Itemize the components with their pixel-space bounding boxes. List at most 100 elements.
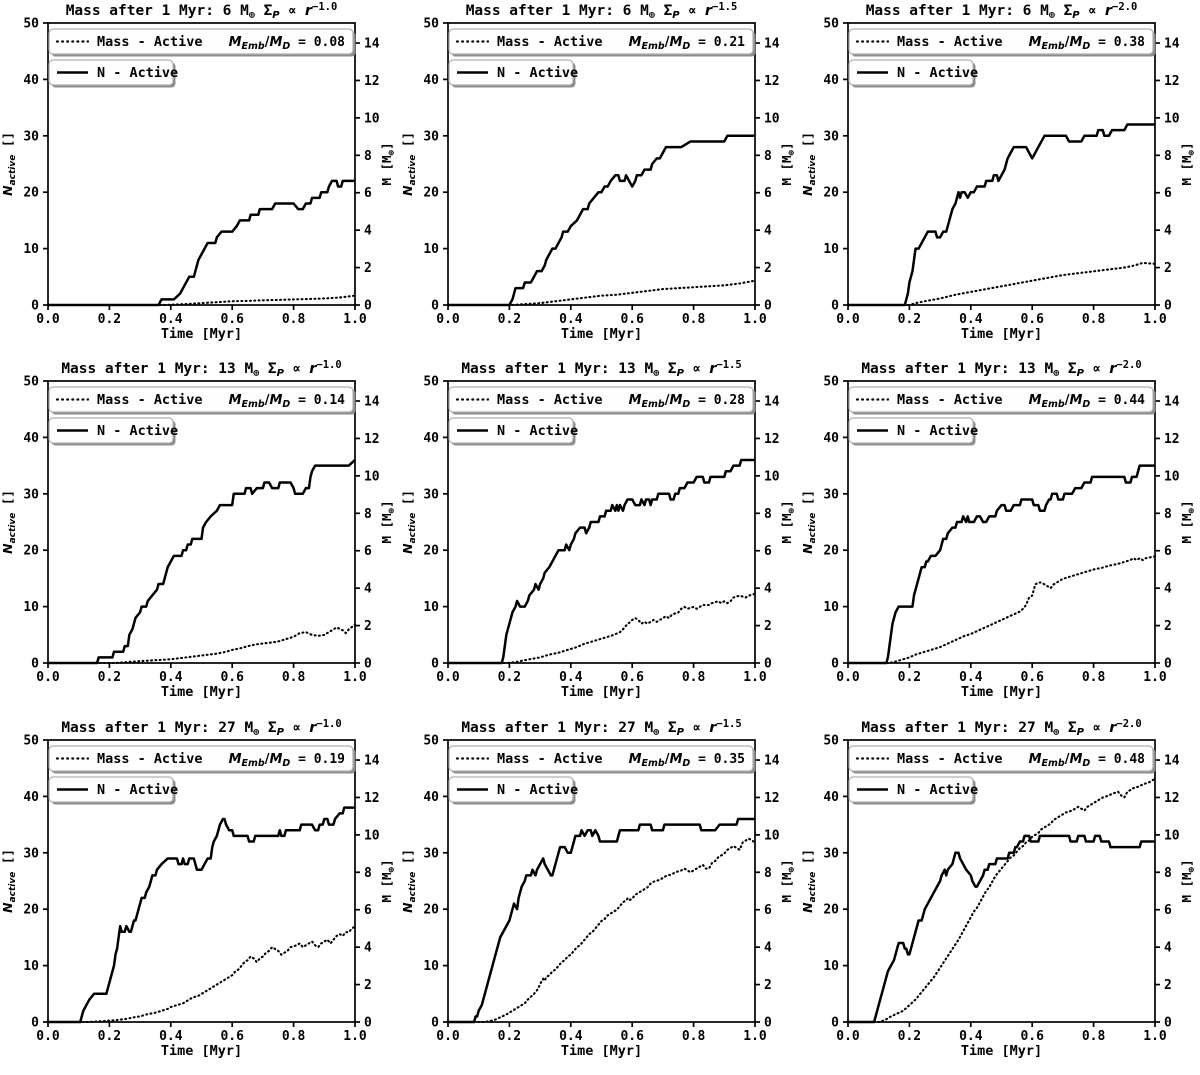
x-tick-label: 1.0 bbox=[743, 670, 767, 685]
y-left-tick-label: 10 bbox=[423, 600, 439, 615]
x-axis-label: Time [Myr] bbox=[561, 1043, 642, 1059]
y-right-tick-label: 10 bbox=[764, 470, 780, 485]
y-left-tick-label: 0 bbox=[431, 298, 439, 313]
y-left-tick-label: 50 bbox=[423, 375, 439, 390]
y-right-tick-label: 14 bbox=[764, 37, 780, 52]
y-left-tick-label: 30 bbox=[423, 488, 439, 503]
y-left-tick-label: 20 bbox=[23, 902, 39, 917]
axes: 0.0 0.2 0.4 0.6 0.8 1.00102030405002468101214… bbox=[800, 375, 1197, 700]
x-tick-label: 0.6 bbox=[1020, 312, 1044, 327]
series-n-active bbox=[48, 459, 356, 665]
y-right-tick-label: 12 bbox=[364, 74, 380, 89]
y-left-tick-label: 40 bbox=[423, 431, 439, 446]
legend-n-label: N - Active bbox=[97, 782, 178, 798]
legend-mass: Mass - Active MEmb/MD = 0.48 bbox=[848, 745, 1156, 774]
y-right-tick-label: 12 bbox=[364, 791, 380, 806]
y-right-tick-label: 8 bbox=[364, 865, 372, 880]
y-left-axis-label: Nactive [] bbox=[800, 849, 818, 913]
y-right-tick-label: 8 bbox=[1164, 865, 1172, 880]
series-mass-active bbox=[446, 279, 757, 307]
ratio-annotation: MEmb/MD = 0.48 bbox=[1029, 752, 1145, 769]
y-right-tick-label: 4 bbox=[1164, 582, 1172, 597]
y-left-tick-label: 10 bbox=[423, 242, 439, 257]
y-right-tick-label: 6 bbox=[764, 545, 772, 560]
panel-title: Mass after 1 Myr: 13 M⊕ ΣP ∝ r−2.0 bbox=[861, 359, 1141, 379]
series-mass-active bbox=[446, 837, 757, 1023]
chart-panel-4: Mass after 1 Myr: 13 M⊕ ΣP ∝ r−1.0 0.0 0.2… bbox=[0, 359, 397, 700]
x-tick-label: 0.8 bbox=[682, 312, 705, 327]
x-tick-label: 0.2 bbox=[498, 1029, 521, 1044]
subplot-cell-3: Mass after 1 Myr: 6 M⊕ ΣP ∝ r−2.0 0.0 0.2 0… bbox=[800, 0, 1200, 358]
y-left-tick-label: 40 bbox=[823, 431, 839, 446]
y-left-tick-label: 10 bbox=[23, 242, 39, 257]
legend-mass: Mass - Active MEmb/MD = 0.14 bbox=[48, 386, 356, 415]
chart-panel-5: Mass after 1 Myr: 13 M⊕ ΣP ∝ r−1.5 0.0 0.2… bbox=[400, 359, 797, 700]
y-left-tick-label: 20 bbox=[23, 186, 39, 201]
y-right-tick-label: 10 bbox=[1164, 470, 1180, 485]
panel-title: Mass after 1 Myr: 13 M⊕ ΣP ∝ r−1.5 bbox=[461, 359, 741, 379]
y-right-tick-label: 0 bbox=[364, 1015, 372, 1030]
y-left-tick-label: 50 bbox=[823, 16, 839, 31]
y-right-tick-label: 14 bbox=[1164, 395, 1180, 410]
x-axis-label: Time [Myr] bbox=[961, 684, 1042, 700]
x-tick-label: 0.4 bbox=[159, 670, 183, 685]
x-tick-label: 1.0 bbox=[743, 312, 767, 327]
y-right-tick-label: 4 bbox=[764, 582, 772, 597]
legend-n: N - Active bbox=[48, 417, 178, 446]
y-right-tick-label: 14 bbox=[1164, 753, 1180, 768]
legend-mass: Mass - Active MEmb/MD = 0.08 bbox=[48, 28, 356, 57]
x-tick-label: 0.0 bbox=[36, 312, 60, 327]
x-tick-label: 0.6 bbox=[1020, 1029, 1044, 1044]
x-tick-label: 0.2 bbox=[498, 312, 521, 327]
y-right-axis-label: M [M⊕] bbox=[779, 142, 797, 185]
x-tick-label: 0.6 bbox=[1020, 670, 1044, 685]
subplot-cell-4: Mass after 1 Myr: 13 M⊕ ΣP ∝ r−1.0 0.0 0.2… bbox=[0, 358, 400, 716]
y-left-tick-label: 30 bbox=[823, 846, 839, 861]
y-left-axis-label: Nactive [] bbox=[800, 490, 818, 554]
x-tick-label: 0.6 bbox=[620, 312, 644, 327]
y-left-axis-label: Nactive [] bbox=[400, 490, 418, 554]
y-right-tick-label: 6 bbox=[364, 186, 372, 201]
x-tick-label: 0.0 bbox=[836, 312, 860, 327]
x-tick-label: 0.8 bbox=[1082, 1029, 1105, 1044]
legend-n-label: N - Active bbox=[897, 423, 978, 439]
y-left-tick-label: 40 bbox=[23, 431, 39, 446]
y-left-axis-label: Nactive [] bbox=[800, 132, 818, 196]
y-right-tick-label: 0 bbox=[1164, 1015, 1172, 1030]
y-right-tick-label: 4 bbox=[364, 582, 372, 597]
series-mass-active bbox=[846, 555, 1157, 665]
x-tick-label: 0.0 bbox=[36, 670, 60, 685]
y-left-tick-label: 50 bbox=[23, 733, 39, 748]
panel-title: Mass after 1 Myr: 27 M⊕ ΣP ∝ r−1.5 bbox=[461, 718, 741, 738]
series-mass-active bbox=[46, 623, 357, 665]
y-right-tick-label: 6 bbox=[1164, 903, 1172, 918]
y-left-tick-label: 30 bbox=[23, 129, 39, 144]
y-right-tick-label: 12 bbox=[764, 74, 780, 89]
y-left-tick-label: 20 bbox=[823, 544, 839, 559]
y-left-axis-label: Nactive [] bbox=[0, 490, 18, 554]
y-right-tick-label: 10 bbox=[764, 828, 780, 843]
y-left-tick-label: 40 bbox=[423, 790, 439, 805]
x-tick-label: 1.0 bbox=[1143, 1029, 1167, 1044]
y-right-tick-label: 12 bbox=[1164, 432, 1180, 447]
panel-title: Mass after 1 Myr: 6 M⊕ ΣP ∝ r−1.0 bbox=[66, 1, 338, 21]
legend-mass-label: Mass - Active bbox=[97, 751, 203, 767]
subplot-cell-2: Mass after 1 Myr: 6 M⊕ ΣP ∝ r−1.5 0.0 0.2 0… bbox=[400, 0, 800, 358]
y-right-tick-label: 0 bbox=[1164, 657, 1172, 672]
y-right-tick-label: 2 bbox=[364, 261, 372, 276]
y-right-tick-label: 6 bbox=[764, 186, 772, 201]
y-right-axis-label: M [M⊕] bbox=[379, 142, 397, 185]
y-right-tick-label: 14 bbox=[364, 753, 380, 768]
x-tick-label: 0.2 bbox=[98, 312, 121, 327]
legend-n-label: N - Active bbox=[497, 65, 578, 81]
y-left-tick-label: 20 bbox=[423, 186, 439, 201]
y-left-tick-label: 20 bbox=[423, 544, 439, 559]
y-left-axis-label: Nactive [] bbox=[400, 132, 418, 196]
y-right-tick-label: 2 bbox=[764, 619, 772, 634]
y-right-axis-label: M [M⊕] bbox=[379, 501, 397, 544]
y-right-tick-label: 4 bbox=[764, 940, 772, 955]
legend-mass: Mass - Active MEmb/MD = 0.35 bbox=[448, 745, 756, 774]
y-right-tick-label: 10 bbox=[364, 111, 380, 126]
y-right-tick-label: 8 bbox=[1164, 149, 1172, 164]
x-tick-label: 0.8 bbox=[682, 1029, 705, 1044]
